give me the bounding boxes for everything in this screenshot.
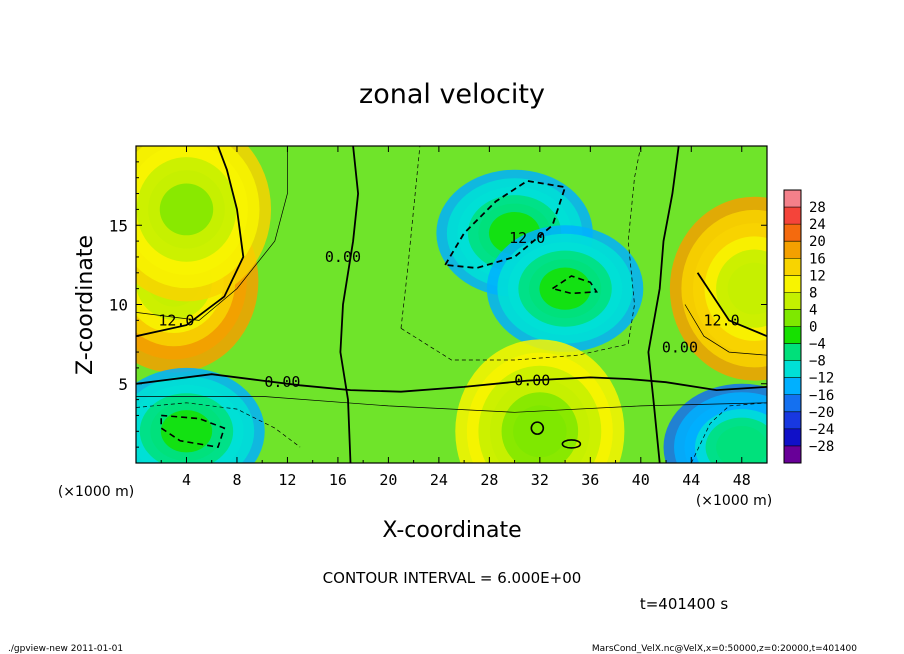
colorbar-level-label: −12	[809, 371, 834, 387]
colorbar-swatch	[784, 241, 801, 259]
colorbar-level-label: −20	[809, 405, 834, 421]
contour-label: 12.0	[158, 311, 194, 329]
field-blob	[716, 426, 767, 463]
x-tick-label: 8	[232, 471, 241, 489]
contour-line	[530, 421, 545, 435]
contour-line	[136, 146, 245, 338]
field-blob	[513, 405, 567, 458]
x-axis-label: X-coordinate	[382, 518, 521, 543]
colorbar-swatch	[784, 207, 801, 225]
contour-line	[400, 146, 421, 329]
x-tick-label: 44	[682, 471, 700, 489]
colorbar-swatch	[784, 224, 801, 242]
footer-left-text: ./gpview-new 2011-01-01	[8, 644, 123, 654]
x-unit-note-left: (×1000 m)	[58, 484, 134, 500]
x-tick-label: 40	[632, 471, 650, 489]
field-blob	[160, 410, 213, 453]
colorbar-swatch	[784, 445, 801, 464]
contour-interval-text: CONTOUR INTERVAL = 6.000E+00	[323, 569, 582, 587]
colorbar-level-label: 28	[809, 200, 826, 216]
y-tick-label: 5	[118, 375, 128, 394]
colorbar-level-label: 4	[809, 302, 817, 318]
colorbar-level-label: −16	[809, 388, 834, 404]
colorbar-swatch	[784, 411, 801, 430]
footer-right-text: MarsCond_VelX.nc@VelX,x=0:50000,z=0:2000…	[592, 644, 857, 654]
colorbar-level-label: 16	[809, 251, 826, 267]
contour-line	[136, 373, 767, 393]
colorbar-swatch	[784, 428, 801, 447]
colorbar-level-label: −28	[809, 439, 834, 455]
contour-label: 0.00	[264, 373, 300, 391]
contour-line	[136, 396, 767, 413]
contour-line	[136, 146, 288, 321]
field-blob	[539, 267, 591, 310]
colorbar-swatch	[784, 258, 801, 276]
x-tick-label: 20	[379, 471, 397, 489]
x-tick-label: 48	[733, 471, 751, 489]
x-unit-note-right: (×1000 m)	[696, 493, 772, 509]
colorbar-level-label: 20	[809, 234, 826, 250]
x-tick-label: 12	[278, 471, 296, 489]
x-tick-label: 36	[581, 471, 599, 489]
x-tick-label: 28	[480, 471, 498, 489]
contour-label: 0.00	[325, 248, 361, 266]
contour-line	[647, 146, 680, 463]
colorbar-swatch	[784, 343, 801, 361]
colorbar-swatch	[784, 326, 801, 344]
contour-label: 0.00	[662, 338, 698, 356]
heatmap-field	[136, 146, 767, 463]
y-tick-label: 10	[109, 296, 128, 315]
colorbar-level-label: 0	[809, 320, 817, 336]
time-text: t=401400 s	[640, 595, 728, 613]
contour-label: 0.00	[514, 372, 550, 390]
x-tick-label: 24	[430, 471, 448, 489]
contour-line	[690, 402, 767, 463]
colorbar-swatch	[784, 275, 801, 293]
colorbar-level-label: 12	[809, 268, 826, 284]
contour-line	[444, 179, 567, 269]
field-blob	[159, 183, 214, 236]
colorbar-swatch	[784, 292, 801, 310]
contour-label: 12.0	[704, 311, 740, 329]
colorbar-swatch	[784, 190, 801, 208]
colorbar-swatch	[784, 360, 801, 378]
y-tick-label: 15	[109, 216, 128, 235]
field-blob	[727, 262, 767, 315]
contour-line	[136, 402, 301, 448]
y-axis-label: Z-coordinate	[73, 235, 98, 375]
x-tick-label: 16	[329, 471, 347, 489]
contour-line	[339, 146, 360, 463]
contour-line	[160, 414, 226, 449]
colorbar-level-label: 24	[809, 217, 826, 233]
contour-line	[552, 275, 599, 295]
colorbar-level-label: 8	[809, 285, 817, 301]
contour-line	[696, 272, 767, 338]
colorbar-swatch	[784, 394, 801, 413]
colorbar-level-label: −4	[809, 337, 826, 353]
contour-line	[400, 146, 642, 361]
x-tick-label: 4	[182, 471, 191, 489]
contour-label: 12.0	[509, 229, 545, 247]
chart-title: zonal velocity	[359, 79, 545, 110]
colorbar-level-label: −8	[809, 354, 826, 370]
colorbar-level-label: −24	[809, 422, 834, 438]
colorbar-swatch	[784, 377, 801, 396]
contour-line	[684, 304, 767, 356]
contour-line	[561, 439, 582, 449]
colorbar-swatch	[784, 309, 801, 327]
x-tick-label: 32	[531, 471, 549, 489]
